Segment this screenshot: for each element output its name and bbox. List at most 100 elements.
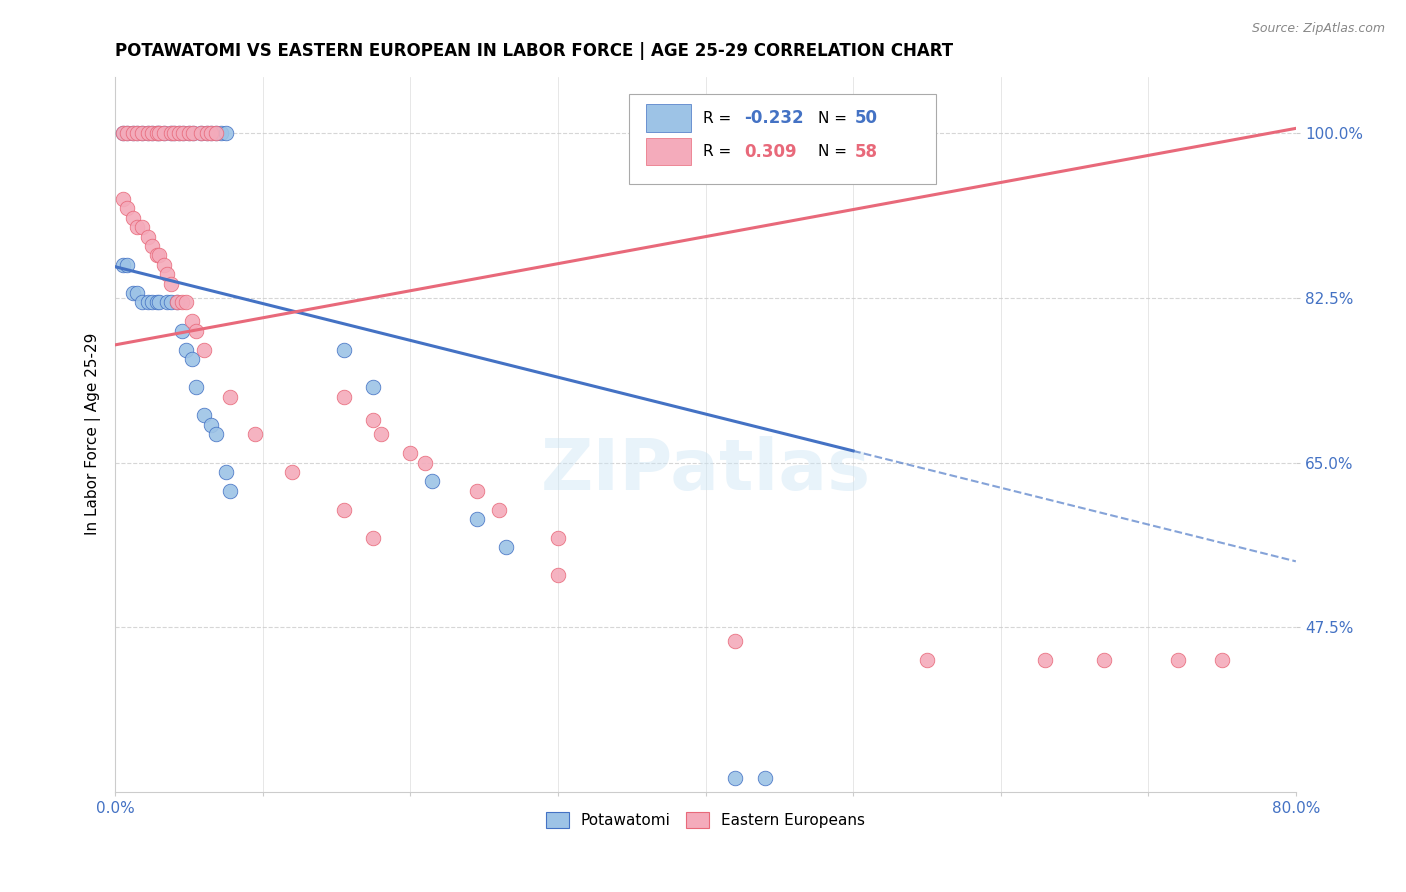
- Point: [141, 126, 163, 140]
- Point: [724, 771, 747, 785]
- Point: [363, 380, 385, 394]
- Point: [215, 126, 238, 140]
- Point: [1167, 653, 1189, 667]
- Point: [122, 126, 145, 140]
- Point: [115, 126, 138, 140]
- Point: [136, 126, 159, 140]
- FancyBboxPatch shape: [647, 104, 692, 132]
- Text: R =: R =: [703, 111, 737, 126]
- Point: [148, 248, 170, 262]
- Point: [204, 126, 226, 140]
- Point: [754, 771, 776, 785]
- Point: [111, 126, 134, 140]
- Point: [136, 229, 159, 244]
- Point: [245, 427, 267, 442]
- Y-axis label: In Labor Force | Age 25-29: In Labor Force | Age 25-29: [86, 333, 101, 535]
- Point: [127, 286, 149, 301]
- Point: [153, 258, 176, 272]
- Point: [167, 126, 190, 140]
- Point: [190, 126, 212, 140]
- Point: [181, 351, 204, 366]
- Text: N =: N =: [818, 111, 852, 126]
- Point: [186, 380, 208, 394]
- Point: [363, 531, 385, 545]
- Point: [145, 126, 167, 140]
- Point: [122, 126, 145, 140]
- FancyBboxPatch shape: [647, 138, 692, 165]
- Point: [115, 202, 138, 216]
- Point: [547, 568, 569, 582]
- Point: [145, 248, 167, 262]
- Point: [170, 295, 193, 310]
- Point: [200, 126, 222, 140]
- Point: [488, 502, 510, 516]
- Point: [465, 512, 488, 526]
- Text: POTAWATOMI VS EASTERN EUROPEAN IN LABOR FORCE | AGE 25-29 CORRELATION CHART: POTAWATOMI VS EASTERN EUROPEAN IN LABOR …: [115, 42, 953, 60]
- Point: [167, 126, 190, 140]
- Point: [195, 126, 218, 140]
- Point: [219, 483, 242, 498]
- Point: [166, 295, 188, 310]
- Point: [172, 126, 194, 140]
- Point: [200, 126, 222, 140]
- Point: [111, 126, 134, 140]
- Legend: Potawatomi, Eastern Europeans: Potawatomi, Eastern Europeans: [540, 806, 872, 834]
- Point: [495, 540, 517, 554]
- Point: [136, 126, 159, 140]
- Point: [160, 126, 183, 140]
- Point: [219, 390, 242, 404]
- Text: 58: 58: [855, 143, 877, 161]
- Text: Source: ZipAtlas.com: Source: ZipAtlas.com: [1251, 22, 1385, 36]
- Point: [399, 446, 422, 460]
- Point: [148, 295, 170, 310]
- Point: [166, 295, 188, 310]
- Point: [131, 220, 153, 235]
- Point: [1092, 653, 1115, 667]
- Text: N =: N =: [818, 145, 852, 159]
- Point: [333, 343, 356, 357]
- Point: [422, 475, 444, 489]
- Point: [122, 286, 145, 301]
- Point: [111, 192, 134, 206]
- Point: [127, 126, 149, 140]
- Point: [160, 126, 183, 140]
- Point: [115, 126, 138, 140]
- Point: [183, 126, 205, 140]
- Point: [127, 220, 149, 235]
- Point: [204, 126, 226, 140]
- Point: [111, 258, 134, 272]
- Point: [724, 634, 747, 648]
- Point: [413, 456, 436, 470]
- Point: [160, 277, 183, 291]
- Point: [136, 295, 159, 310]
- Point: [195, 126, 218, 140]
- Point: [115, 258, 138, 272]
- Point: [193, 343, 215, 357]
- Point: [186, 324, 208, 338]
- Point: [145, 126, 167, 140]
- Point: [145, 295, 167, 310]
- Point: [141, 239, 163, 253]
- Point: [141, 295, 163, 310]
- Text: -0.232: -0.232: [745, 109, 804, 127]
- Point: [153, 126, 176, 140]
- Point: [148, 126, 170, 140]
- Point: [122, 211, 145, 225]
- Point: [333, 502, 356, 516]
- Point: [547, 531, 569, 545]
- Point: [281, 465, 304, 479]
- Point: [177, 126, 200, 140]
- Point: [363, 413, 385, 427]
- Point: [1211, 653, 1233, 667]
- Point: [163, 126, 186, 140]
- Point: [156, 267, 179, 281]
- Point: [211, 126, 233, 140]
- Point: [172, 126, 194, 140]
- Point: [333, 390, 356, 404]
- Point: [174, 343, 197, 357]
- Point: [465, 483, 488, 498]
- Text: ZIPatlas: ZIPatlas: [540, 435, 870, 505]
- Text: 50: 50: [855, 109, 877, 127]
- Point: [153, 126, 176, 140]
- Point: [190, 126, 212, 140]
